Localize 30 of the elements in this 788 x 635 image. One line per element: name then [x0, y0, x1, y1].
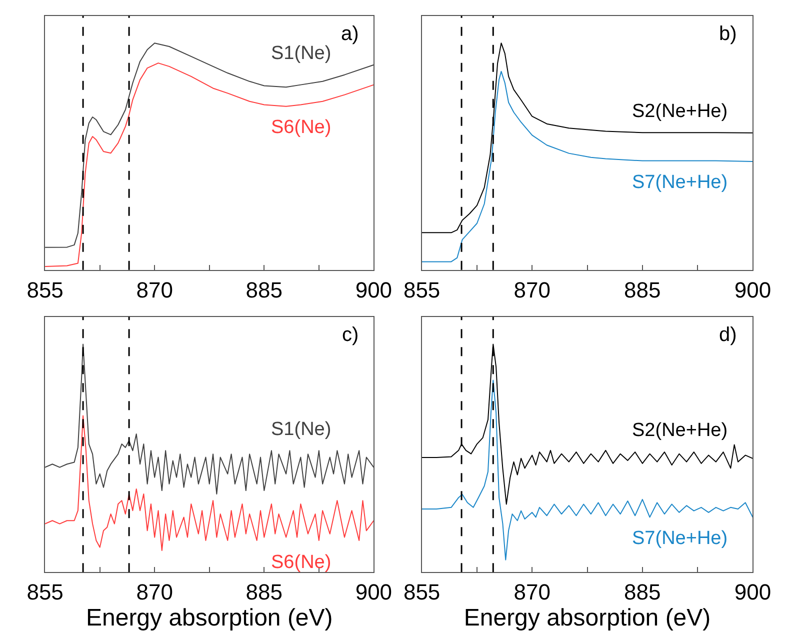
series-label: S2(Ne+He)	[632, 420, 728, 441]
x-tick-label: 870	[136, 580, 173, 605]
x-tick-label: 870	[514, 277, 550, 302]
x-axis-title: Energy absorption (eV)	[86, 604, 333, 632]
series-label: S6(Ne)	[271, 552, 332, 573]
x-tick-label: 885	[624, 580, 661, 605]
x-tick-label: 855	[26, 580, 64, 605]
x-tick-label: 855	[403, 580, 440, 605]
x-tick-label: 855	[26, 277, 64, 302]
x-tick-label: 870	[514, 580, 550, 605]
series-label: S2(Ne+He)	[632, 101, 728, 122]
x-tick-label: 885	[246, 580, 283, 605]
series-label: S7(Ne+He)	[632, 528, 728, 549]
x-tick-label: 885	[246, 277, 283, 302]
x-tick-label: 900	[355, 580, 392, 605]
series-label: S7(Ne+He)	[632, 172, 728, 193]
x-tick-label: 900	[355, 277, 392, 302]
series-label: S1(Ne)	[271, 43, 332, 64]
x-axis-title: Energy absorption (eV)	[464, 604, 711, 632]
annotation: c)	[342, 324, 359, 346]
x-tick-label: 885	[624, 277, 661, 302]
annotation: a)	[341, 23, 359, 45]
series-label: S6(Ne)	[271, 117, 332, 138]
x-tick-label: 855	[403, 277, 440, 302]
annotation: b)	[719, 23, 737, 45]
x-tick-label: 900	[734, 580, 772, 605]
series-label: S1(Ne)	[271, 419, 332, 440]
annotation: d)	[719, 324, 737, 346]
x-tick-label: 900	[734, 277, 772, 302]
x-tick-label: 870	[136, 277, 173, 302]
